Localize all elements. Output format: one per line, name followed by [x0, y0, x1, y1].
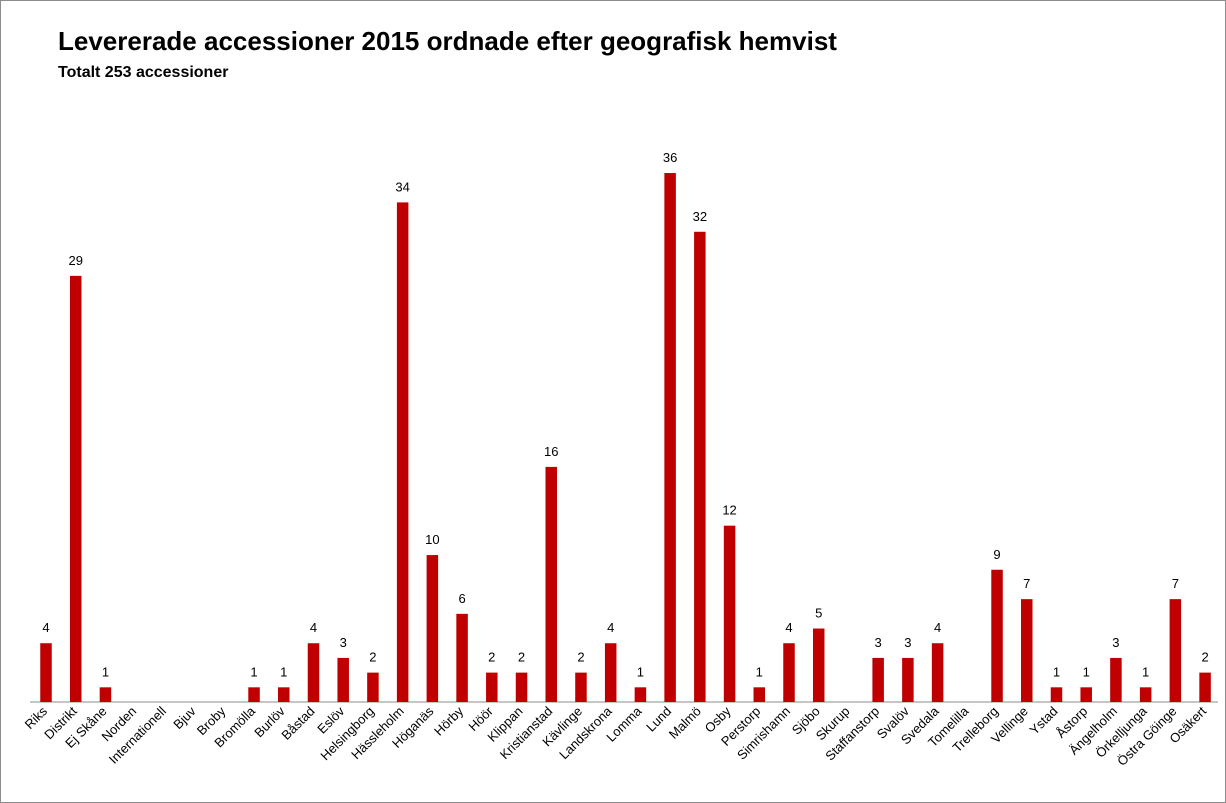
bar — [634, 687, 647, 702]
data-label: 1 — [280, 664, 287, 679]
bar — [1080, 687, 1092, 702]
data-label: 4 — [310, 620, 317, 635]
bar — [931, 643, 944, 702]
data-label: 4 — [607, 620, 614, 635]
bar — [872, 657, 884, 702]
data-label: 16 — [544, 444, 558, 459]
data-label: 9 — [993, 547, 1000, 562]
bar — [396, 202, 409, 702]
data-label: 34 — [395, 179, 409, 194]
data-label: 4 — [785, 620, 792, 635]
bar — [1021, 599, 1033, 702]
data-label: 3 — [340, 635, 347, 650]
bar — [99, 687, 112, 702]
bar — [753, 687, 766, 702]
bar — [1050, 687, 1063, 702]
bar — [664, 173, 676, 702]
bar — [694, 231, 706, 702]
data-label: 1 — [756, 664, 763, 679]
data-label: 6 — [458, 591, 465, 606]
bar — [783, 643, 795, 702]
data-label: 5 — [815, 606, 822, 621]
tick-label: Båstad — [278, 704, 317, 743]
bar — [812, 628, 825, 702]
bar — [604, 643, 617, 702]
bar — [337, 657, 349, 702]
bar — [515, 672, 528, 702]
data-label: 1 — [102, 664, 109, 679]
data-label: 12 — [722, 503, 736, 518]
bar — [69, 275, 82, 702]
bar — [248, 687, 260, 702]
data-label: 7 — [1023, 576, 1030, 591]
bar — [1139, 687, 1152, 702]
data-label: 2 — [518, 650, 525, 665]
data-label: 32 — [693, 209, 707, 224]
bar — [1169, 599, 1182, 702]
data-label: 4 — [42, 620, 49, 635]
data-label: 2 — [369, 650, 376, 665]
bar — [307, 643, 320, 702]
data-label: 36 — [663, 150, 677, 165]
bar — [1110, 657, 1122, 702]
bar — [486, 672, 498, 702]
data-label: 2 — [577, 650, 584, 665]
bar — [367, 672, 379, 702]
data-label: 1 — [250, 664, 257, 679]
bar — [456, 613, 468, 702]
bar — [991, 569, 1003, 702]
data-label: 10 — [425, 532, 439, 547]
data-label: 1 — [1083, 664, 1090, 679]
data-label: 3 — [904, 635, 911, 650]
data-label: 2 — [1201, 650, 1208, 665]
data-label: 3 — [875, 635, 882, 650]
tick-label: Malmö — [666, 704, 704, 742]
data-label: 1 — [1142, 664, 1149, 679]
bar — [40, 643, 52, 702]
chart-subtitle: Totalt 253 accessioner — [58, 64, 229, 81]
bar — [545, 466, 557, 702]
data-label: 1 — [1053, 664, 1060, 679]
data-label: 3 — [1112, 635, 1119, 650]
bar — [278, 687, 290, 702]
bar — [1199, 672, 1211, 702]
data-label: 4 — [934, 620, 941, 635]
bar — [723, 525, 736, 702]
bar — [902, 657, 914, 702]
bar — [426, 555, 439, 702]
bar — [575, 672, 587, 702]
data-label: 7 — [1172, 576, 1179, 591]
data-label: 2 — [488, 650, 495, 665]
chart-title: Levererade accessioner 2015 ordnade efte… — [58, 26, 837, 56]
tick-label: Hörby — [431, 703, 466, 738]
data-label: 1 — [637, 664, 644, 679]
data-label: 29 — [68, 253, 82, 268]
